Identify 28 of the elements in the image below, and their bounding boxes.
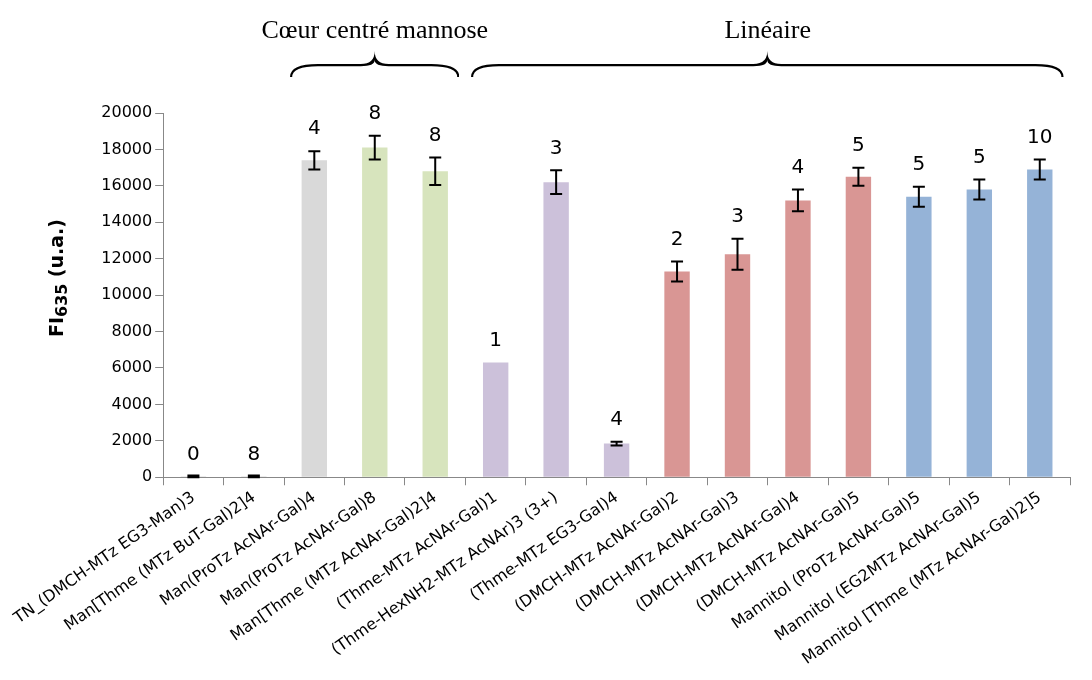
y-tick-label: 14000 [101,211,153,231]
text: Cœur centré mannose [261,15,489,45]
text: Linéaire [724,15,812,45]
annotation: 5 [852,131,865,156]
y-tick-label: 20000 [101,102,153,122]
y-tick-label: 8000 [111,320,153,340]
annotation: 8 [428,121,442,146]
y-tick-label: 0 [141,466,153,486]
y-tick-label: 6000 [111,357,153,377]
annotation: 8 [247,440,261,465]
annotation: 5 [972,143,986,168]
y-tick-label: 4000 [111,393,153,413]
annotation: 10 [1027,123,1053,148]
annotation: 3 [549,134,563,159]
y-tick-label: 10000 [101,284,153,304]
annotation: 3 [731,202,744,227]
y-tick-label: 12000 [101,247,153,267]
annotation: 2 [670,225,684,250]
annotation: 1 [489,326,503,351]
annotation: 4 [610,405,623,430]
y-tick-label: 18000 [101,138,153,158]
y-tick-label: 2000 [111,429,153,449]
annotation: 4 [791,153,805,178]
annotation: 4 [307,115,321,140]
annotation: 5 [912,150,926,175]
annotation: 8 [368,99,382,124]
annotation: 0 [187,440,200,465]
y-tick-label: 16000 [101,175,153,195]
